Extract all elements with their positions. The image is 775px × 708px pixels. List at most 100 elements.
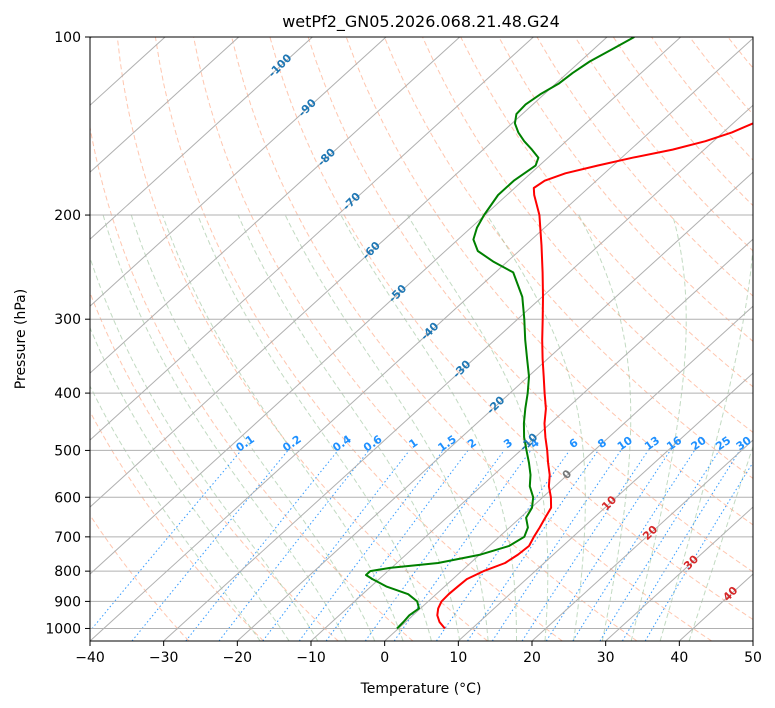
dry-adiabat-line <box>498 37 753 342</box>
isotherm-label: -100 <box>266 51 295 80</box>
moist-adiabat-line <box>90 256 319 641</box>
isotherm-line <box>90 37 387 307</box>
x-tick-label: 30 <box>597 650 615 666</box>
x-tick-label: 40 <box>670 650 688 666</box>
mixing-ratio-label: 0.2 <box>280 433 303 455</box>
moist-adiabat-line <box>284 214 489 641</box>
moist-adiabat-line <box>486 214 586 641</box>
y-tick-label: 200 <box>54 208 81 224</box>
x-tick-label: 10 <box>449 650 467 666</box>
moist-adiabat-line <box>688 444 753 641</box>
moist-adiabat-line <box>630 214 687 641</box>
moist-adiabat-line <box>90 326 290 641</box>
isotherm-line <box>90 37 240 173</box>
mixing-ratio-line <box>364 450 505 641</box>
x-tick-label: −20 <box>223 650 253 666</box>
axes: −40 −30 −20 −10 0 10 20 30 40 5010020030040050060… <box>45 30 762 666</box>
dry-adiabat-line <box>422 37 753 434</box>
mixing-ratio-line <box>90 450 242 632</box>
isotherm-line <box>90 37 753 641</box>
y-tick-label: 600 <box>54 490 81 506</box>
mixing-ratio-label: 3 <box>501 436 515 451</box>
isotherm-line <box>310 238 753 641</box>
moist-adiabat-line <box>130 214 376 641</box>
mixing-ratio-line <box>218 450 370 641</box>
x-tick-label: −30 <box>149 650 179 666</box>
isotherm-line <box>678 573 753 641</box>
mixing-ratio-line <box>621 450 741 641</box>
isotherm-line <box>531 439 753 641</box>
mixing-ratio-line <box>545 450 671 641</box>
dry-adiabat-line <box>90 410 264 641</box>
y-axis-label: Pressure (hPa) <box>13 289 29 389</box>
dry-adiabat-line <box>116 37 488 641</box>
mixing-ratio-line <box>185 450 339 641</box>
x-tick-label: −40 <box>75 650 105 666</box>
sounding-traces <box>365 37 753 630</box>
mixing-ratio-label: 0.6 <box>361 432 385 454</box>
x-tick-label: 50 <box>744 650 762 666</box>
mixing-ratio-line <box>491 450 622 641</box>
moist-adiabat-line <box>407 214 549 641</box>
mixing-ratio-line <box>262 450 410 641</box>
dry-adiabat-line <box>727 37 753 69</box>
x-tick-label: 0 <box>380 650 389 666</box>
dry-adiabat-line <box>193 37 638 641</box>
dry-adiabat-line <box>766 37 775 641</box>
dry-adiabat-line <box>307 37 753 573</box>
dry-adiabat-line <box>154 37 563 641</box>
isotherm-line <box>90 37 534 441</box>
dewpoint-trace <box>365 37 635 630</box>
isotherm-line <box>90 37 313 240</box>
isotherm-line <box>90 37 461 374</box>
y-tick-label: 400 <box>54 386 81 402</box>
dry-adiabat-line <box>90 124 414 641</box>
mixing-ratio-line <box>298 450 444 641</box>
isotherm-line <box>457 372 753 641</box>
y-tick-label: 500 <box>54 443 81 459</box>
mixing-ratio-line <box>599 450 720 641</box>
dry-adiabat-line <box>231 37 712 641</box>
moist-adiabat-line <box>102 214 347 641</box>
x-tick-label: 20 <box>523 650 541 666</box>
mixing-ratio-line <box>467 450 599 641</box>
y-tick-label: 800 <box>54 564 81 580</box>
moist-adiabat-line <box>340 214 517 641</box>
y-tick-label: 900 <box>54 594 81 610</box>
temperature-trace <box>436 122 753 630</box>
mixing-ratio-line <box>521 450 649 641</box>
isotherm-line <box>384 305 753 641</box>
x-tick-label: −10 <box>296 650 326 666</box>
isotherm-line <box>236 171 753 641</box>
y-tick-label: 700 <box>54 530 81 546</box>
dry-adiabat-line <box>689 37 753 115</box>
isotherm-line <box>605 506 753 641</box>
moist-adiabat-line <box>578 214 632 641</box>
moist-adiabat-line <box>162 214 404 641</box>
mixing-ratio-line <box>325 450 469 641</box>
mixing-ratio-label: 1 <box>407 436 421 451</box>
line-labels: 0.1 0.2 0.4 0.6 1 1.5 2 3 4 6 8 10 13 16 20 25 30-100-90… <box>233 51 754 604</box>
y-tick-label: 100 <box>54 30 81 46</box>
isotherm-line <box>90 37 608 508</box>
y-tick-label: 1000 <box>45 621 81 637</box>
moist-adiabat-line <box>659 240 753 641</box>
mixing-ratio-label: 0.4 <box>330 432 354 454</box>
moist-adiabat-line <box>237 214 461 641</box>
mixing-ratio-line <box>435 450 571 641</box>
mixing-ratio-line <box>131 450 289 641</box>
chart-title: wetPf2_GN05.2026.068.21.48.G24 <box>282 12 560 32</box>
mixing-ratio-label: 1.5 <box>435 433 458 455</box>
dry-adiabat-line <box>269 37 753 621</box>
isotherm-line <box>90 37 682 575</box>
plot-frame <box>89 36 754 642</box>
mixing-ratio-line <box>572 450 696 641</box>
isotherm-line <box>752 640 753 641</box>
mixing-ratio-label: 6 <box>567 436 581 451</box>
dry-adiabat-line <box>536 37 753 297</box>
dry-adiabat-line <box>651 37 753 161</box>
x-axis-label: Temperature (°C) <box>360 681 482 697</box>
background-lines <box>90 37 775 641</box>
moist-adiabat-line <box>197 214 432 641</box>
